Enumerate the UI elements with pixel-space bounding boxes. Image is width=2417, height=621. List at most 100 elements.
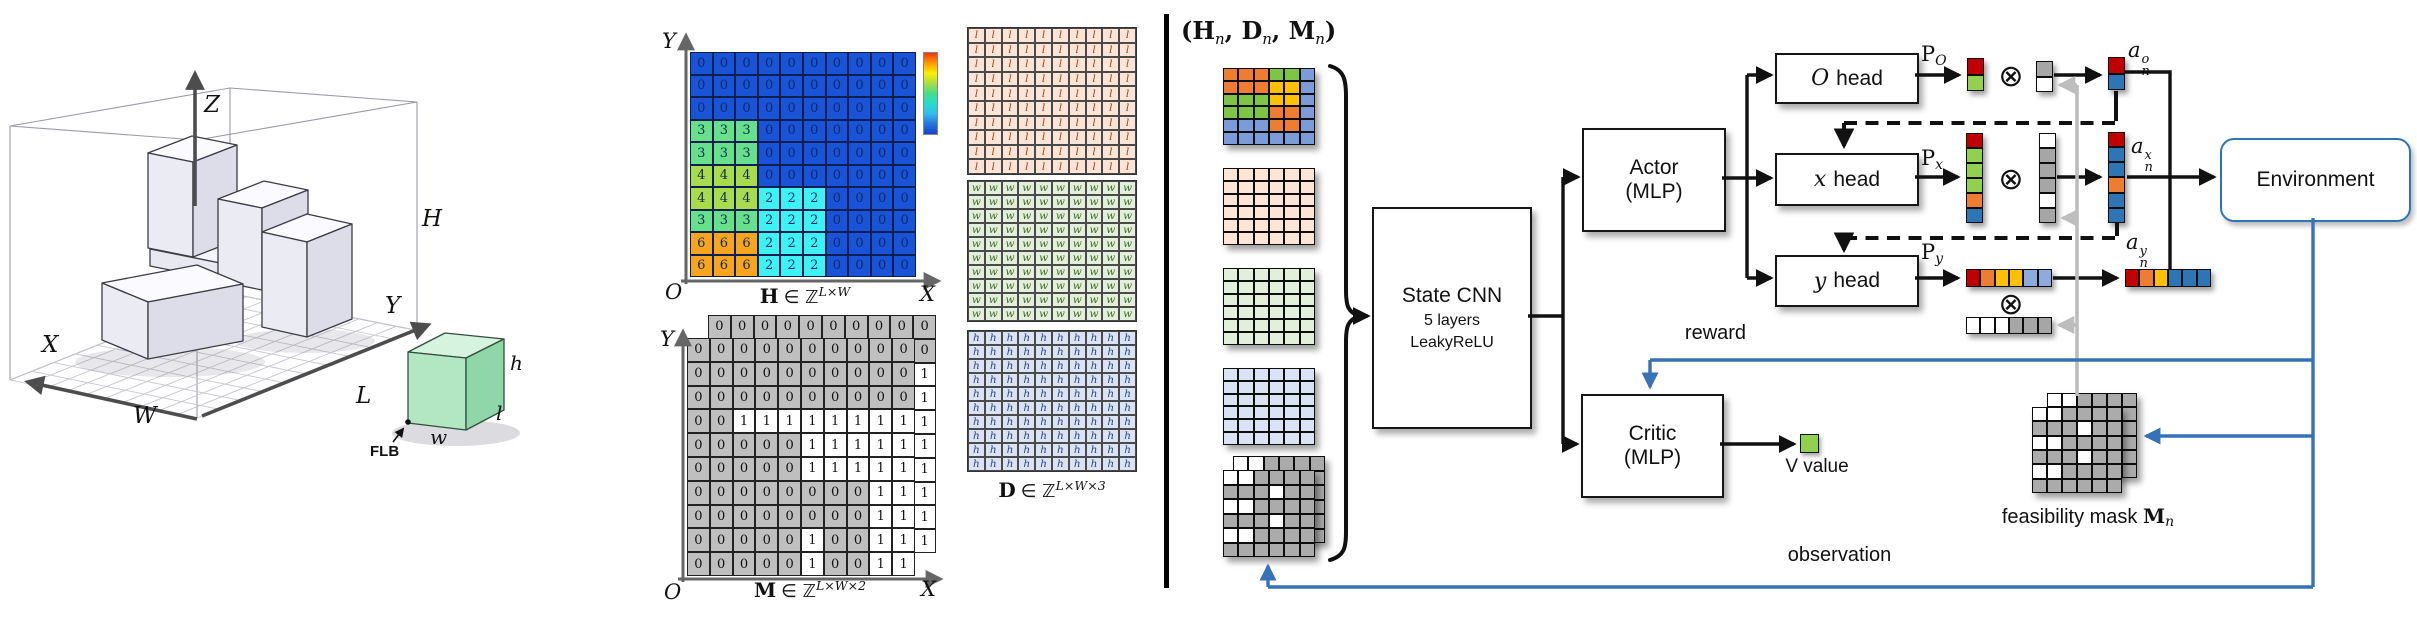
grid-cell: w bbox=[968, 195, 985, 209]
grid-cell: 0 bbox=[823, 480, 847, 505]
grid-cell bbox=[1284, 280, 1300, 294]
grid-cell bbox=[2039, 133, 2056, 148]
grid-cell: w bbox=[968, 251, 985, 265]
grid-cell: 1 bbox=[846, 409, 870, 434]
grid-cell: l bbox=[1102, 28, 1120, 43]
grid-cell: w bbox=[1051, 293, 1069, 307]
grid-cell: w bbox=[1085, 307, 1103, 321]
grid-cell: 0 bbox=[848, 164, 871, 187]
grid-cell: 0 bbox=[778, 361, 801, 386]
grid-cell: 0 bbox=[869, 385, 893, 410]
grid-cell: l bbox=[1085, 101, 1103, 116]
grid-cell bbox=[1253, 513, 1269, 528]
grid-cell: 1 bbox=[800, 528, 824, 553]
grid-cell: h bbox=[1035, 401, 1052, 415]
grid-cell: w bbox=[1102, 181, 1120, 195]
grid-cell: 0 bbox=[846, 338, 870, 362]
grid-cell: h bbox=[984, 331, 1002, 345]
grid-cell bbox=[1223, 180, 1239, 194]
grid-cell: 1 bbox=[869, 480, 893, 505]
grid-cell: w bbox=[1102, 195, 1120, 209]
grid-cell bbox=[2108, 147, 2125, 163]
grid-cell: l bbox=[1001, 57, 1019, 72]
grid-cell: h bbox=[1102, 457, 1120, 471]
grid-cell bbox=[1238, 368, 1254, 381]
grid-cell: 1 bbox=[755, 409, 779, 434]
grid-cell: l bbox=[1119, 144, 1136, 160]
grid-cell: l bbox=[1018, 159, 1036, 174]
y-head-box: y head bbox=[1775, 255, 1919, 307]
grid-cell: w bbox=[1068, 223, 1086, 237]
grid-cell: l bbox=[1085, 86, 1103, 101]
grid-cell bbox=[2047, 464, 2062, 479]
grid-cell bbox=[1238, 484, 1254, 499]
grid-cell bbox=[2032, 435, 2047, 450]
grid-cell: l bbox=[1068, 115, 1086, 131]
grid-cell: l bbox=[984, 28, 1002, 43]
grid-cell: h bbox=[968, 373, 985, 387]
grid-cell: h bbox=[1102, 345, 1120, 359]
state-w-grid bbox=[1223, 268, 1315, 345]
grid-cell bbox=[1253, 268, 1269, 281]
environment-box: Environment bbox=[2220, 138, 2411, 222]
grid-cell: l bbox=[1085, 115, 1103, 131]
grid-cell: w bbox=[1001, 209, 1019, 223]
grid-cell bbox=[1284, 542, 1300, 557]
grid-cell bbox=[2125, 269, 2140, 287]
grid-cell bbox=[1967, 74, 1984, 91]
grid-cell: 0 bbox=[892, 361, 915, 386]
grid-cell: 1 bbox=[913, 433, 936, 458]
grid-cell bbox=[1284, 93, 1300, 107]
grid-cell: 0 bbox=[757, 142, 781, 165]
grid-cell bbox=[1966, 269, 1981, 287]
grid-cell: w bbox=[1018, 293, 1036, 307]
grid-cell: 0 bbox=[755, 456, 779, 481]
grid-cell bbox=[2032, 478, 2047, 493]
grid-cell bbox=[2047, 435, 2062, 450]
grid-cell: 0 bbox=[780, 74, 803, 97]
grid-cell: h bbox=[1018, 331, 1036, 345]
grid-cell: w bbox=[1051, 237, 1069, 251]
grid-cell: w bbox=[1051, 195, 1069, 209]
grid-cell: 0 bbox=[712, 74, 736, 97]
grid-cell: h bbox=[1051, 373, 1069, 387]
grid-cell: 0 bbox=[687, 409, 710, 434]
grid-cell: l bbox=[1102, 71, 1120, 87]
grid-cell bbox=[1223, 332, 1239, 345]
grid-cell bbox=[2092, 407, 2107, 422]
grid-cell bbox=[2108, 73, 2125, 90]
grid-cell bbox=[1253, 119, 1269, 133]
grid-cell: h bbox=[1102, 331, 1120, 345]
z-axis-label: Z bbox=[203, 92, 221, 118]
grid-cell bbox=[1253, 406, 1269, 420]
grid-cell: h bbox=[1102, 373, 1120, 387]
grid-cell bbox=[1268, 332, 1285, 345]
grid-cell bbox=[2092, 435, 2107, 450]
grid-cell: l bbox=[984, 42, 1002, 58]
grid-cell bbox=[1299, 419, 1315, 433]
grid-cell: h bbox=[968, 345, 985, 359]
grid-cell: l bbox=[984, 71, 1002, 87]
grid-cell bbox=[1238, 293, 1254, 307]
x-head-var: x bbox=[1813, 167, 1827, 192]
grid-cell bbox=[1994, 317, 2009, 334]
grid-cell: l bbox=[1051, 28, 1069, 43]
grid-cell: 0 bbox=[892, 385, 915, 410]
grid-cell bbox=[1238, 332, 1254, 345]
v-value-label: V value bbox=[1785, 456, 1849, 477]
grid-cell bbox=[1253, 80, 1269, 94]
dims-caption: D ∈ ℤL×W×3 bbox=[998, 478, 1106, 502]
grid-cell: w bbox=[1068, 181, 1086, 195]
grid-cell: h bbox=[1085, 387, 1103, 401]
grid-cell: w bbox=[1051, 307, 1069, 321]
grid-cell: h bbox=[1001, 415, 1019, 429]
grid-cell: h bbox=[1001, 387, 1019, 401]
grid-cell: 0 bbox=[687, 433, 710, 457]
grid-cell: 0 bbox=[848, 187, 871, 210]
grid-cell bbox=[1253, 232, 1269, 245]
grid-cell bbox=[1268, 419, 1285, 433]
grid-cell: 0 bbox=[690, 74, 713, 97]
grid-cell: 0 bbox=[825, 254, 849, 277]
